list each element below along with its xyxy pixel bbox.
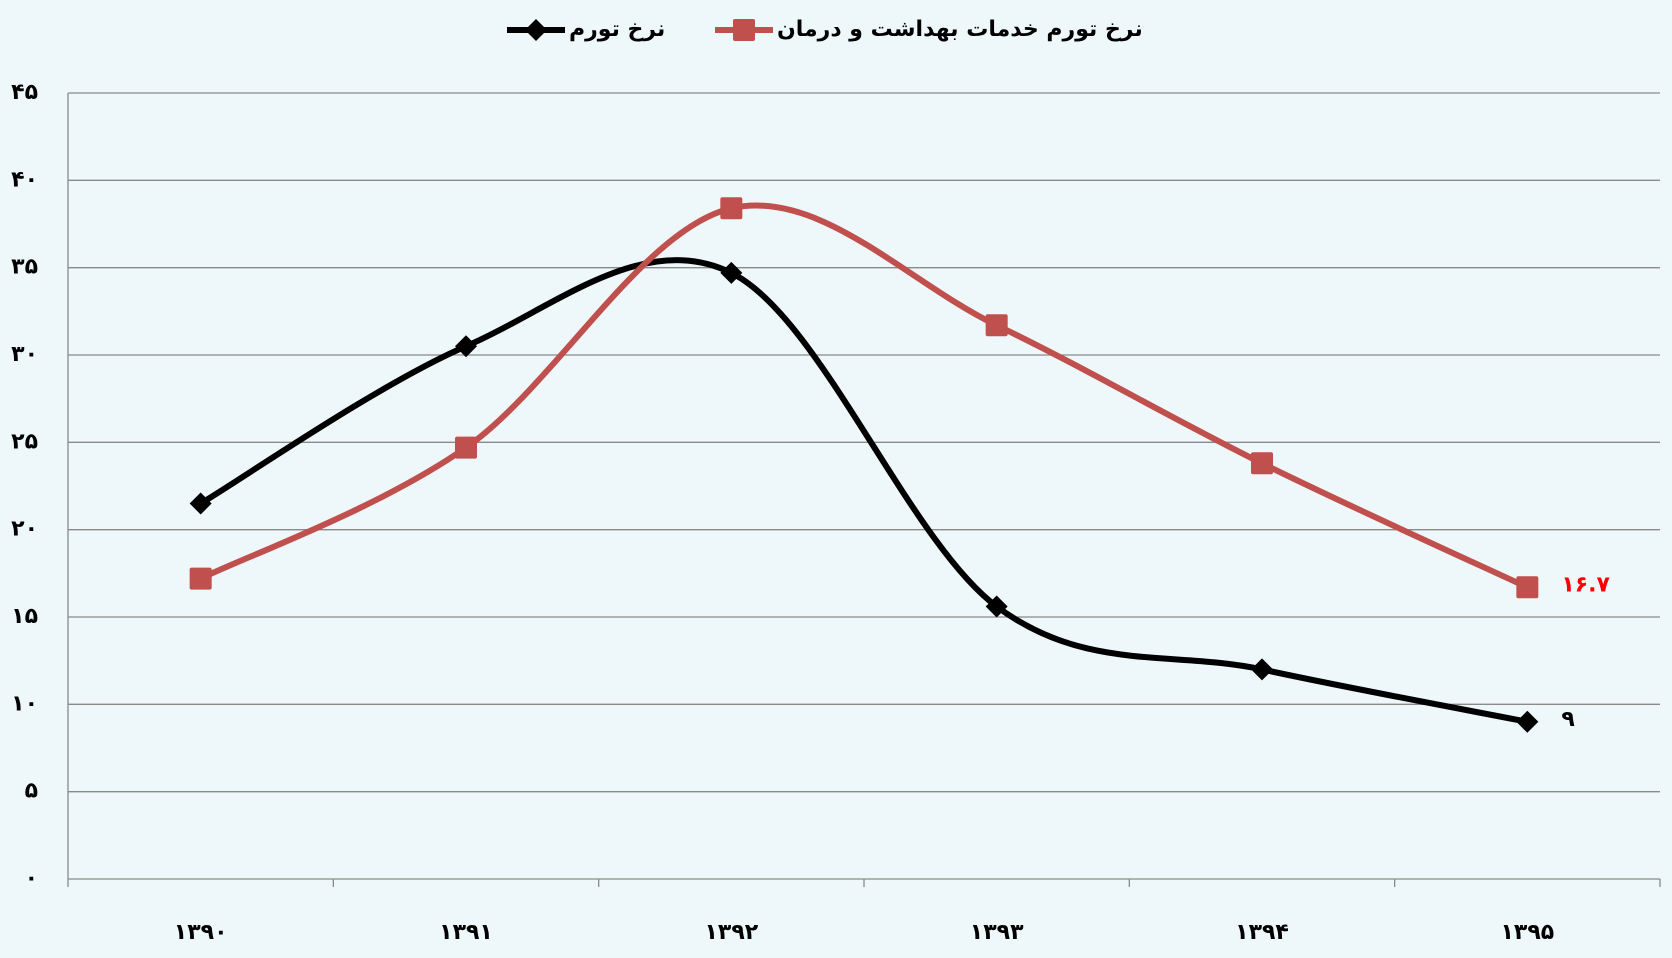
y-tick-label: ۴۰ — [11, 167, 38, 192]
data-point — [189, 492, 212, 515]
data-point — [455, 335, 477, 358]
legend-swatch-marker — [733, 19, 755, 41]
x-tick-label: ۱۳۹۱ — [439, 920, 493, 945]
data-point — [455, 436, 477, 459]
y-tick-label: ۱۵ — [11, 604, 38, 629]
data-label: ۹ — [1561, 707, 1574, 732]
y-tick-label: ۳۰ — [11, 342, 38, 367]
y-tick-label: ۴۵ — [11, 80, 38, 105]
data-point — [1516, 710, 1539, 733]
y-tick-label: ۰ — [25, 866, 38, 891]
data-point — [1251, 658, 1273, 681]
data-point — [720, 197, 743, 220]
data-point — [1251, 452, 1273, 475]
data-point — [1516, 576, 1539, 599]
legend-swatch-marker — [525, 19, 547, 41]
x-tick-label: ۱۳۹۰ — [174, 920, 228, 945]
x-tick-label: ۱۳۹۵ — [1500, 920, 1554, 945]
y-tick-label: ۱۰ — [11, 691, 38, 716]
data-point — [985, 595, 1008, 618]
y-tick-label: ۳۵ — [11, 255, 38, 280]
y-tick-label: ۲۵ — [11, 429, 38, 454]
x-tick-label: ۱۳۹۳ — [970, 920, 1024, 945]
series-line — [197, 257, 1531, 725]
series-line — [197, 202, 1531, 591]
legend-label: نرخ تورم — [569, 17, 665, 42]
x-tick-label: ۱۳۹۲ — [704, 920, 758, 945]
data-point — [189, 567, 212, 590]
data-point — [720, 261, 743, 284]
data-point — [985, 314, 1008, 337]
x-tick-label: ۱۳۹۴ — [1235, 920, 1289, 945]
legend-label: نرخ تورم خدمات بهداشت و درمان — [777, 17, 1143, 42]
y-tick-label: ۵ — [25, 779, 38, 804]
data-label: ۱۶.۷ — [1561, 572, 1610, 597]
y-tick-label: ۲۰ — [11, 517, 38, 542]
